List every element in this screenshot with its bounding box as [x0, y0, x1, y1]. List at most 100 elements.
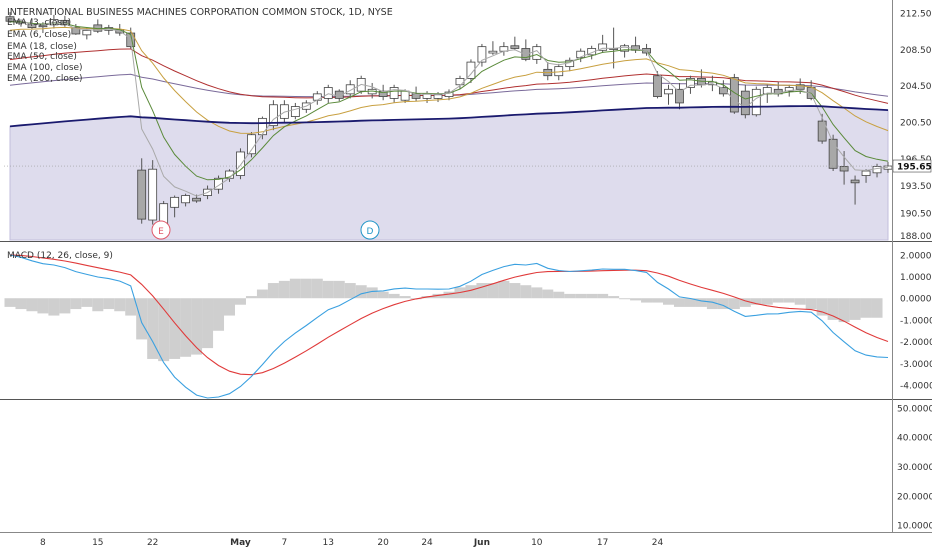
candle[interactable] — [751, 88, 761, 116]
price-axis: 212.50208.50204.50200.50196.50193.50190.… — [892, 10, 932, 532]
time-tick-label: 22 — [147, 538, 158, 548]
event-marker-label: D — [367, 227, 374, 237]
candle[interactable] — [466, 61, 476, 79]
macd-tick-label: 1.0000 — [900, 273, 932, 283]
legend-ema18[interactable]: EMA (18, close) — [7, 42, 77, 52]
candle[interactable] — [488, 50, 498, 54]
candle[interactable] — [850, 179, 860, 184]
macd-histogram-bar — [92, 298, 104, 312]
candle[interactable] — [38, 25, 48, 28]
macd-histogram-bar — [245, 296, 257, 299]
macd-histogram-bar — [487, 283, 499, 299]
legend-ema6[interactable]: EMA (6, close) — [7, 30, 71, 40]
price-tick-label: 190.50 — [900, 209, 932, 219]
candle[interactable] — [576, 50, 586, 58]
macd-histogram-bar — [509, 283, 521, 299]
candle[interactable] — [784, 87, 794, 92]
candle[interactable] — [323, 87, 333, 99]
macd-histogram-bar — [717, 298, 729, 310]
price-tick-label: 188.00 — [900, 232, 932, 242]
candle[interactable] — [861, 170, 871, 176]
candle[interactable] — [477, 46, 487, 63]
legend-ema100[interactable]: EMA (100, close) — [7, 63, 83, 73]
candle[interactable] — [620, 45, 629, 52]
candle[interactable] — [444, 91, 454, 97]
candle[interactable] — [718, 87, 728, 95]
candle[interactable] — [664, 88, 673, 95]
price-tick-label: 212.50 — [900, 10, 932, 20]
macd-histogram-bar — [377, 291, 389, 299]
candle[interactable] — [828, 138, 838, 169]
macd-histogram-bar — [289, 278, 301, 299]
candle[interactable] — [653, 75, 662, 97]
candle[interactable] — [312, 93, 322, 101]
macd-histogram-bar — [103, 298, 115, 310]
candle[interactable] — [686, 78, 695, 88]
macd-histogram-bar — [772, 298, 784, 303]
macd-tick-label: 0.0000 — [900, 295, 932, 305]
macd-histogram-bar — [794, 298, 806, 305]
candle[interactable] — [214, 177, 223, 190]
candle[interactable] — [598, 43, 608, 51]
macd-histogram-bar — [728, 298, 740, 310]
legend-ema3[interactable]: EMA (3, close) — [7, 18, 71, 28]
candle[interactable] — [872, 166, 882, 174]
ema18-line — [9, 26, 889, 134]
macd-histogram-bar — [202, 298, 214, 349]
candle[interactable] — [389, 87, 399, 99]
candle[interactable] — [236, 151, 245, 176]
legend-ema200[interactable]: EMA (200, close) — [7, 74, 83, 84]
time-tick-label: 7 — [282, 538, 288, 548]
candle[interactable] — [148, 168, 158, 221]
candle[interactable] — [378, 90, 388, 97]
candle[interactable] — [247, 134, 256, 155]
candle[interactable] — [455, 78, 465, 86]
indicator-tick-label: 10.0000 — [897, 522, 932, 532]
candle[interactable] — [532, 46, 542, 60]
candle[interactable] — [71, 27, 81, 35]
candle[interactable] — [181, 195, 191, 204]
candle[interactable] — [170, 196, 180, 208]
candle[interactable] — [587, 48, 597, 56]
candle[interactable] — [675, 88, 684, 104]
candle[interactable] — [192, 197, 201, 202]
candle[interactable] — [268, 104, 278, 127]
macd-histogram-bar — [26, 298, 38, 312]
candle[interactable] — [521, 48, 531, 60]
candle[interactable] — [5, 16, 15, 22]
event-marker[interactable]: D — [360, 220, 380, 240]
macd-tick-label: -1.0000 — [900, 316, 932, 326]
macd-histogram-bar — [816, 298, 828, 316]
indicator-tick-label: 20.0000 — [897, 492, 932, 502]
macd-histogram-bar — [838, 298, 850, 323]
macd-histogram-bar — [388, 293, 400, 299]
legend-ema50[interactable]: EMA (50, close) — [7, 52, 77, 62]
candle[interactable] — [510, 45, 520, 49]
macd-histogram-bar — [366, 287, 378, 299]
event-marker[interactable]: E — [151, 220, 171, 240]
macd-histogram-bar — [147, 298, 159, 359]
candle[interactable] — [740, 90, 750, 116]
macd-histogram-bar — [344, 283, 356, 299]
candle[interactable] — [839, 166, 849, 172]
macd-histogram-bar — [695, 298, 707, 307]
candle[interactable] — [817, 120, 827, 142]
macd-pane — [4, 254, 889, 399]
candle[interactable] — [137, 169, 147, 220]
last-price-value: 195.65 — [897, 163, 932, 173]
macd-signal-line — [9, 254, 889, 376]
candle[interactable] — [82, 29, 92, 36]
macd-legend[interactable]: MACD (12, 26, close, 9) — [7, 251, 113, 261]
time-tick-label: 20 — [377, 538, 389, 548]
macd-histogram-bar — [443, 291, 455, 299]
macd-histogram-bar — [70, 298, 82, 310]
price-tick-label: 204.50 — [900, 82, 932, 92]
candle[interactable] — [400, 90, 410, 101]
candle[interactable] — [433, 94, 443, 99]
candle[interactable] — [795, 84, 805, 90]
candle[interactable] — [290, 106, 300, 117]
candle[interactable] — [345, 84, 355, 95]
macd-histogram-bar — [761, 298, 773, 305]
macd-histogram-bar — [136, 298, 148, 340]
price-tick-label: 193.50 — [900, 182, 932, 192]
